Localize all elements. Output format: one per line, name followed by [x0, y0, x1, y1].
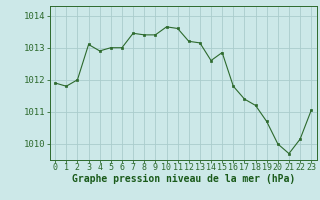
X-axis label: Graphe pression niveau de la mer (hPa): Graphe pression niveau de la mer (hPa) — [72, 174, 295, 184]
